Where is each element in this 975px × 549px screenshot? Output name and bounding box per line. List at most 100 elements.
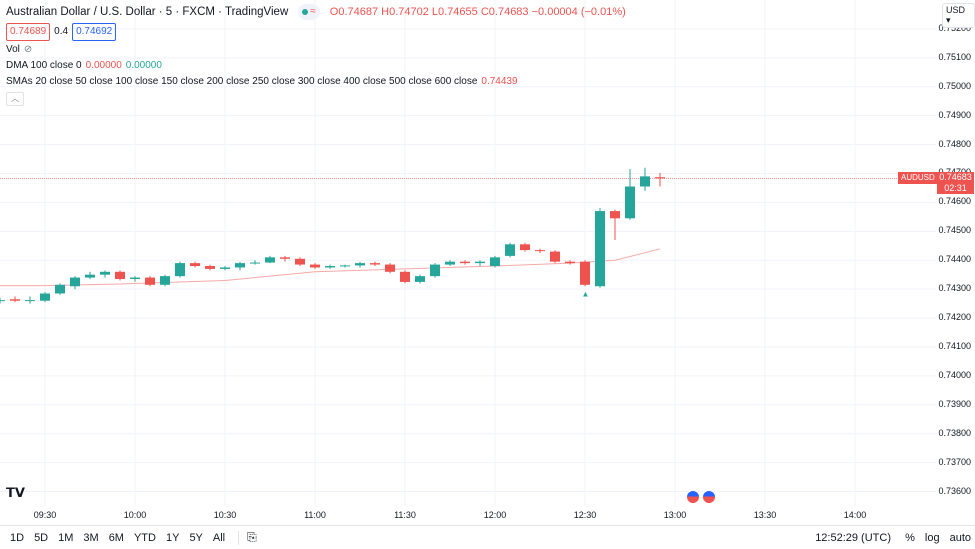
candle[interactable] [310,263,320,269]
sma-label[interactable]: SMAs 20 close 50 close 100 close 150 clo… [6,76,478,87]
volume-label[interactable]: Vol [6,44,20,55]
chart-area[interactable]: ▲ [0,0,936,506]
candle-body [220,267,230,269]
candle-body [550,251,560,262]
candle[interactable] [40,292,50,303]
time-tick: 11:30 [394,510,416,520]
candle[interactable] [175,261,185,278]
time-tick: 14:00 [843,510,867,520]
timeframe-button-1m[interactable]: 1M [58,531,74,544]
candle[interactable] [640,167,650,191]
currency-button[interactable]: USD ▾ [942,3,975,28]
auto-toggle[interactable]: auto [949,531,971,544]
market-open-icon [302,9,309,15]
candle[interactable] [190,261,200,268]
candle[interactable] [595,208,605,288]
price-tick: 0.73800 [938,427,971,438]
timeframe-button-1y[interactable]: 1Y [165,531,180,544]
candle[interactable] [430,263,440,278]
timeframe-button-3m[interactable]: 3M [83,531,99,544]
us-event-icon[interactable] [702,490,716,504]
candle[interactable] [415,274,425,284]
candle[interactable] [145,276,155,287]
candle-body [145,277,155,285]
candle-body [370,263,380,265]
candle[interactable] [100,270,110,278]
price-tick: 0.74300 [938,283,971,294]
candle[interactable] [355,261,365,268]
candle[interactable] [625,169,635,220]
candle[interactable] [580,260,590,287]
timeframe-button-5y[interactable]: 5Y [189,531,203,544]
candle[interactable] [55,283,65,295]
candle[interactable] [655,172,665,187]
candle-body [355,263,365,266]
tradingview-logo[interactable]: 𝗧𝗩 [6,485,25,500]
ask-price[interactable]: 0.74692 [72,23,117,41]
timeframe-button-5d[interactable]: 5D [34,531,49,544]
candle[interactable] [220,266,230,271]
candle-body [520,244,530,251]
dma-label[interactable]: DMA 100 close 0 [6,60,82,71]
market-status[interactable]: ≈ [298,4,320,20]
timeframe-button-1d[interactable]: 1D [10,531,25,544]
candle[interactable] [25,296,35,304]
candle[interactable] [535,248,545,253]
bar-countdown: 02:31 [944,183,967,194]
candle-body [655,177,665,179]
candle[interactable] [445,260,455,267]
candle-body [40,293,50,301]
candle[interactable] [85,271,95,280]
price-tick: 0.75000 [938,80,971,91]
date-range-icon[interactable]: ⎘ [247,530,257,544]
symbol-title[interactable]: Australian Dollar / U.S. Dollar · 5 · FX… [6,6,289,18]
candle[interactable] [295,257,305,267]
price-tick: 0.74000 [938,369,971,380]
candle[interactable] [490,255,500,268]
candle[interactable] [160,274,170,287]
candle[interactable] [265,255,275,264]
timeframe-button-all[interactable]: All [212,531,226,544]
divider [238,530,240,545]
sma-line [0,248,661,287]
percent-toggle[interactable]: % [905,531,915,544]
candle[interactable] [520,242,530,252]
candle[interactable] [250,260,260,265]
candle[interactable] [475,260,485,267]
symbol-price-tag: AUDUSD [898,172,938,185]
candle-body [460,261,470,264]
timeframe-button-6m[interactable]: 6M [108,531,124,544]
candle-body [175,263,185,277]
bid-price[interactable]: 0.74689 [6,23,51,41]
candle[interactable] [235,261,245,271]
candle[interactable] [505,242,515,258]
candle[interactable] [325,264,335,269]
candle[interactable] [70,276,80,290]
candle[interactable] [10,296,20,303]
candle[interactable] [370,261,380,267]
us-event-icon[interactable] [686,490,700,504]
candle[interactable] [205,264,215,271]
hidden-eye-icon[interactable]: ⊘ [23,44,33,55]
price-axis[interactable]: 0.752000.751000.750000.749000.748000.747… [936,0,975,506]
candle[interactable] [565,260,575,265]
clock-readout[interactable]: 12:52:29 (UTC) [815,531,891,544]
candle-body [430,264,440,277]
price-tick: 0.74600 [938,196,971,207]
time-axis[interactable]: 09:30 10:00 10:30 11:00 11:30 12:00 12:30 13:00… [0,506,936,524]
legend: Australian Dollar / U.S. Dollar · 5 · FX… [6,4,626,106]
candle[interactable] [610,209,620,240]
timeframe-button-ytd[interactable]: YTD [133,531,156,544]
candle[interactable] [280,255,290,262]
candle[interactable] [130,276,140,282]
candle[interactable] [550,250,560,264]
candle[interactable] [400,270,410,284]
candle[interactable] [385,263,395,274]
candle[interactable] [115,270,125,281]
collapse-legend-button[interactable]: ︿ [6,92,24,106]
candle[interactable] [460,260,470,265]
candle[interactable] [0,297,5,304]
candle[interactable] [340,264,350,268]
log-toggle[interactable]: log [924,531,940,544]
candle-body [130,277,140,280]
